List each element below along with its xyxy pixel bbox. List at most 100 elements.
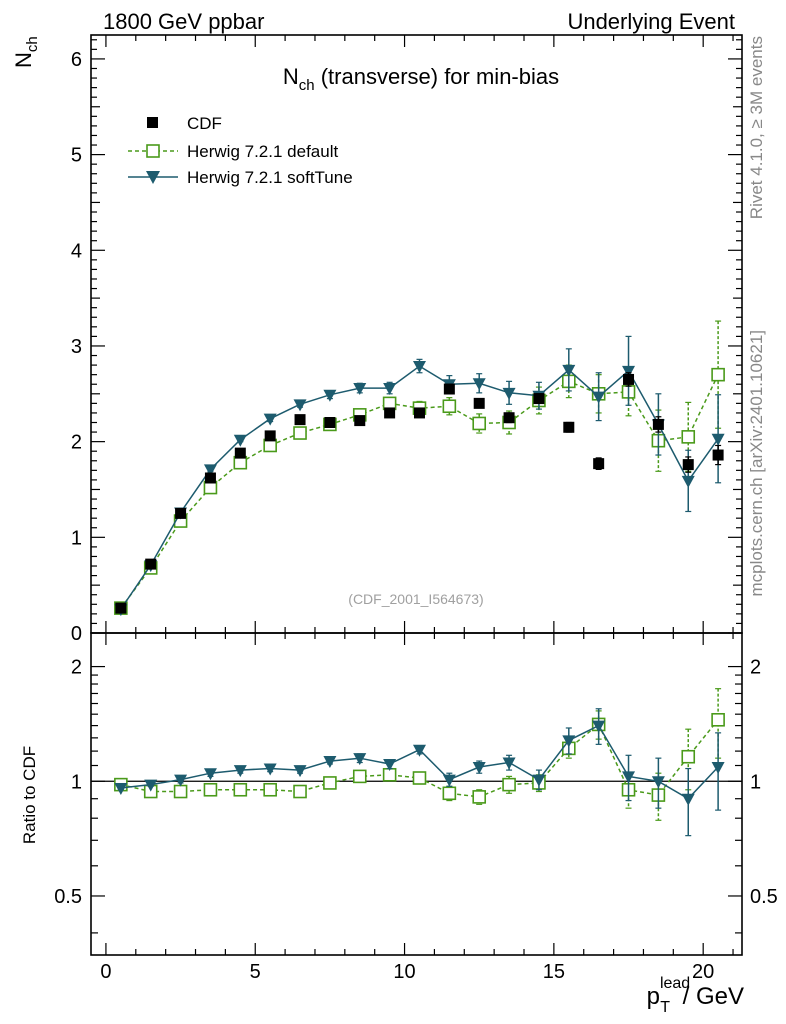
ratio-herwig-softtune-point: [293, 765, 307, 778]
herwig-softtune-point: [203, 464, 217, 477]
herwig-softtune-point: [323, 389, 337, 402]
ratio-y-tick-label-right: 0.5: [750, 886, 778, 908]
ratio-herwig-default-point: [263, 782, 277, 797]
legend-label-cdf: CDF: [187, 114, 222, 133]
chart-title: Nch (transverse) for min-bias: [283, 64, 559, 94]
herwig-default-point: [711, 367, 725, 382]
cdf-point: [384, 407, 396, 419]
cdf-point: [234, 447, 246, 459]
ratio-herwig-softtune-point: [532, 774, 546, 787]
cdf-point: [473, 397, 485, 409]
herwig-softtune-point: [681, 475, 695, 488]
y-axis-label-sub: ch: [24, 36, 41, 52]
y-axis-label: Nch: [11, 36, 41, 68]
herwig-softtune-point: [383, 383, 397, 396]
herwig-softtune-point: [622, 365, 636, 378]
ratio-herwig-softtune-point: [114, 783, 128, 796]
legend-label-softtune: Herwig 7.2.1 softTune: [187, 168, 353, 187]
herwig-default-point: [293, 426, 307, 440]
cdf-point: [264, 430, 276, 442]
ratio-herwig-default-point: [173, 784, 188, 799]
x-tick-label: 0: [100, 961, 111, 983]
x-axis-label-main: p: [647, 983, 660, 1010]
cdf-point: [175, 507, 187, 519]
herwig-default-point: [472, 416, 487, 431]
ratio-herwig-softtune-point: [353, 753, 367, 766]
x-axis-label-sub: T: [660, 999, 670, 1016]
ratio-herwig-softtune-point: [144, 779, 158, 792]
ratio-herwig-softtune-point: [412, 744, 426, 757]
ratio-panel-axes: 0 5 10 15 20 0.5 0.5 1 1 2 2: [54, 632, 778, 983]
cdf-point: [593, 458, 605, 470]
ratio-herwig-default-point: [203, 782, 218, 797]
herwig-softtune-point: [353, 383, 367, 396]
legend-marker-cdf: [147, 117, 158, 128]
ratio-herwig-default-point: [442, 786, 457, 801]
legend-marker-softtune: [146, 171, 160, 184]
cdf-point: [443, 383, 455, 395]
ratio-herwig-default-point: [293, 784, 307, 799]
ratio-herwig-softtune-point: [592, 720, 606, 733]
chart-title-sub: ch: [299, 77, 315, 94]
ratio-herwig-softtune-point: [502, 757, 516, 770]
ratio-panel-data: [114, 688, 725, 837]
analysis-tag: (CDF_2001_I564673): [348, 591, 483, 607]
herwig-softtune-point: [711, 433, 725, 446]
x-tick-label: 10: [393, 961, 415, 983]
ratio-herwig-default-point: [472, 790, 487, 804]
ratio-herwig-softtune-point: [323, 756, 337, 769]
legend-marker-default: [146, 144, 160, 158]
ratio-panel-frame: [90, 632, 743, 956]
herwig-softtune-point: [263, 413, 277, 426]
y-tick-label: 0: [71, 623, 82, 645]
ratio-y-axis-label: Ratio to CDF: [20, 746, 39, 844]
y-tick-label: 4: [71, 240, 82, 262]
ratio-herwig-default-point: [352, 769, 367, 784]
ratio-y-tick-label: 1: [71, 771, 82, 793]
y-tick-label: 3: [71, 336, 82, 358]
herwig-softtune-point: [233, 434, 247, 447]
x-axis-label-sup: lead: [660, 975, 690, 992]
chart-title-main: N: [283, 64, 299, 89]
chart-title-rest: (transverse) for min-bias: [315, 64, 560, 89]
ratio-y-tick-label: 2: [71, 657, 82, 679]
ratio-y-tick-label-right: 2: [750, 657, 761, 679]
ratio-y-tick-label: 0.5: [54, 886, 82, 908]
cdf-point: [324, 417, 336, 429]
cdf-point: [563, 421, 575, 433]
cdf-point: [533, 393, 545, 405]
cdf-point: [145, 558, 157, 570]
ratio-herwig-default-point: [233, 782, 248, 797]
cdf-point: [204, 472, 216, 484]
x-tick-label: 15: [543, 961, 565, 983]
y-tick-label: 1: [71, 527, 82, 549]
herwig-softtune-point: [562, 364, 576, 377]
rivet-version-text: Rivet 4.1.0, ≥ 3M events: [747, 36, 766, 219]
ratio-herwig-default-point: [711, 712, 725, 727]
cdf-point: [294, 414, 306, 426]
y-tick-label: 5: [71, 145, 82, 167]
y-tick-label: 2: [71, 432, 82, 454]
ratio-herwig-softtune-point: [711, 762, 725, 775]
ratio-herwig-softtune-point: [442, 774, 456, 787]
cdf-point: [652, 418, 664, 430]
herwig-softtune-point: [293, 399, 307, 412]
header-left: 1800 GeV ppbar: [103, 9, 264, 34]
cdf-point: [354, 415, 366, 427]
ratio-herwig-softtune-point: [681, 793, 695, 806]
cdf-point: [115, 602, 127, 614]
cdf-point: [413, 407, 425, 419]
ratio-herwig-softtune-point: [174, 774, 188, 787]
main-panel-axes: 0 1 2 3 4 5 6: [71, 34, 743, 645]
x-axis-label: plead T / GeV: [647, 975, 744, 1016]
ratio-herwig-default-point: [323, 776, 337, 790]
x-tick-label: 5: [250, 961, 261, 983]
x-tick-label: 20: [692, 961, 714, 983]
legend-label-default: Herwig 7.2.1 default: [187, 142, 338, 161]
cdf-point: [682, 459, 694, 471]
herwig-default-point: [442, 399, 457, 414]
herwig-default-point: [681, 430, 696, 444]
ratio-herwig-softtune-point: [383, 759, 397, 772]
y-axis-label-main: N: [11, 52, 36, 68]
